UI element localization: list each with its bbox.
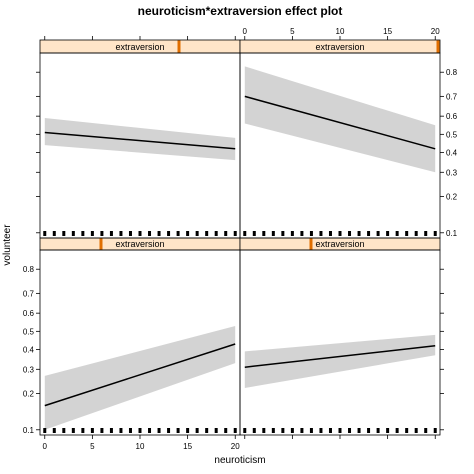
panel-top-right: extraversion 0 5 10 15 20 0.1 0.2 0.3 0.4 0.5 0.6 0.… <box>239 27 458 239</box>
panel-bottom-left: extraversion 0 5 10 15 20 0.1 0.2 0.3 0.4 0.5 0.6 0.… <box>23 237 241 451</box>
x-tick-label: 5 <box>90 442 95 451</box>
y-tick-label: 0.1 <box>23 426 35 435</box>
y-tick-label: 0.5 <box>446 130 458 139</box>
x-tick-label: 20 <box>231 442 240 451</box>
extraversion-indicator <box>99 238 103 250</box>
x-tick-label: 15 <box>383 27 392 36</box>
fitted-line <box>244 345 436 368</box>
extraversion-indicator <box>177 40 181 53</box>
x-tick-label: 15 <box>183 442 192 451</box>
confidence-band <box>44 118 236 161</box>
fitted-line <box>244 95 436 150</box>
strip-label: extraversion <box>115 42 164 52</box>
confidence-band <box>244 334 436 388</box>
x-tick-label: 0 <box>43 442 48 451</box>
strip-label: extraversion <box>115 239 164 249</box>
y-tick-label: 0.2 <box>446 192 458 201</box>
fitted-line <box>44 131 236 150</box>
extraversion-indicator <box>436 40 440 53</box>
strip-label: extraversion <box>315 239 364 249</box>
y-tick-label: 0.4 <box>446 149 458 158</box>
y-tick-label: 0.7 <box>23 289 35 298</box>
x-axis-label: neuroticism <box>214 455 265 466</box>
chart-title: neuroticism*extraversion effect plot <box>138 4 343 18</box>
y-tick-label: 0.6 <box>446 112 458 121</box>
y-tick-label: 0.5 <box>23 327 35 336</box>
confidence-band <box>244 66 436 173</box>
y-tick-label: 0.7 <box>446 92 458 101</box>
extraversion-indicator <box>309 238 313 250</box>
panel-frame <box>239 52 441 239</box>
confidence-band <box>44 326 236 430</box>
y-tick-label: 0.3 <box>446 168 458 177</box>
y-tick-label: 0.6 <box>23 309 35 318</box>
y-tick-label: 0.2 <box>23 389 35 398</box>
x-tick-label: 10 <box>336 27 345 36</box>
strip-label: extraversion <box>315 42 364 52</box>
y-tick-label: 0.8 <box>446 68 458 77</box>
panels-layer: extraversion 0 5 10 15 20 0.1 0.2 0.3 0.4 0.5 0.6 0.… <box>23 27 458 451</box>
y-tick-label: 0.3 <box>23 365 35 374</box>
y-tick-label: 0.4 <box>23 346 35 355</box>
x-tick-label: 20 <box>431 27 440 36</box>
y-axis-label: volunteer <box>2 224 13 266</box>
x-tick-label: 10 <box>136 442 145 451</box>
fitted-line <box>44 343 236 407</box>
x-tick-label: 0 <box>243 27 248 36</box>
panel-top-left: extraversion <box>36 36 241 239</box>
y-tick-label: 0.1 <box>446 229 458 238</box>
panel-bottom-right: extraversion <box>239 237 444 439</box>
x-tick-label: 5 <box>290 27 295 36</box>
y-tick-label: 0.8 <box>23 265 35 274</box>
